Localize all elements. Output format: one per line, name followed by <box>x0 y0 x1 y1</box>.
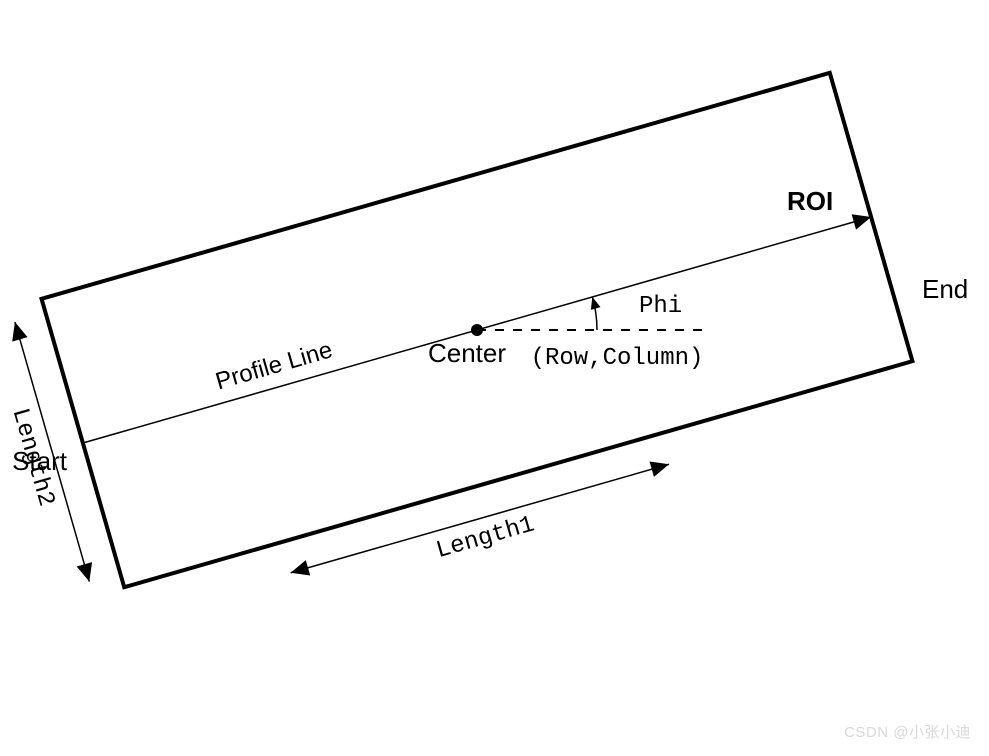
rowcol-label: (Row,Column) <box>531 345 704 372</box>
start-label: Start <box>12 446 68 476</box>
end-label: End <box>922 274 968 304</box>
phi-label: Phi <box>639 293 682 320</box>
roi-label: ROI <box>787 186 833 216</box>
length2-arrow <box>77 562 92 582</box>
watermark-text: CSDN @小张小迪 <box>844 721 971 742</box>
length1-label: Length1 <box>433 511 537 565</box>
center-label: Center <box>428 338 506 368</box>
length2-arrow <box>12 322 27 342</box>
profile-line-label: Profile Line <box>213 336 336 395</box>
phi-arc-arrow <box>591 297 601 310</box>
length1-dimension <box>291 464 669 572</box>
profile-line-arrow <box>852 214 872 229</box>
length1-arrow <box>291 560 311 575</box>
length1-arrow <box>650 462 670 477</box>
